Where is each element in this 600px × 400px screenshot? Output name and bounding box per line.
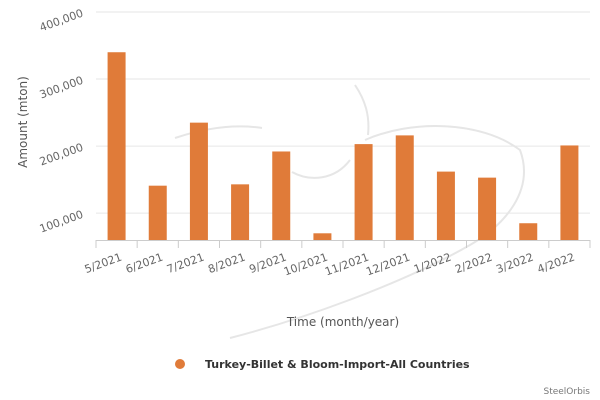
bar[interactable] <box>478 177 497 240</box>
x-tick-label: 6/2021 <box>124 251 165 276</box>
bar[interactable] <box>560 145 579 240</box>
x-tick-label: 10/2021 <box>282 251 329 279</box>
bar[interactable] <box>436 171 455 240</box>
y-axis-title: Amount (mton) <box>16 76 30 168</box>
x-axis-title: Time (month/year) <box>286 315 399 329</box>
legend[interactable]: Turkey-Billet & Bloom-Import-All Countri… <box>175 358 470 371</box>
legend-swatch-icon <box>175 359 185 369</box>
bar[interactable] <box>148 185 167 240</box>
y-tick-label: 300,000 <box>38 74 85 102</box>
x-tick-label: 12/2021 <box>364 251 411 279</box>
bar[interactable] <box>313 233 332 240</box>
bar[interactable] <box>272 151 291 240</box>
x-tick-label: 7/2021 <box>165 251 206 276</box>
gridlines <box>96 11 590 214</box>
bar[interactable] <box>395 135 414 240</box>
bar-series <box>107 52 579 241</box>
legend-label: Turkey-Billet & Bloom-Import-All Countri… <box>205 358 470 371</box>
bar[interactable] <box>189 122 208 240</box>
x-axis-tick-labels: 5/2021 6/2021 7/2021 8/2021 9/202110/202111/… <box>83 251 577 279</box>
x-tick-label: 11/2021 <box>323 251 370 279</box>
y-tick-label: 200,000 <box>38 141 85 169</box>
bar[interactable] <box>231 184 250 240</box>
credit-label[interactable]: SteelOrbis <box>543 387 590 397</box>
x-tick-label: 9/2021 <box>247 251 288 276</box>
bar[interactable] <box>354 144 373 240</box>
x-tick-label: 3/2022 <box>494 251 535 276</box>
axes <box>95 240 591 248</box>
y-tick-label: 100,000 <box>38 208 85 236</box>
x-tick-label: 2/2022 <box>453 251 494 276</box>
watermark-swoosh <box>174 84 525 339</box>
x-tick-label: 8/2021 <box>206 251 247 276</box>
bar[interactable] <box>519 223 538 240</box>
x-tick-label: 5/2021 <box>83 251 124 276</box>
x-tick-label: 1/2022 <box>412 251 453 276</box>
y-tick-label: 400,000 <box>38 7 85 35</box>
y-axis-tick-labels: 100,000 200,000 300,000 400,000 <box>38 7 85 236</box>
bar[interactable] <box>107 52 126 241</box>
x-tick-label: 4/2022 <box>536 251 577 276</box>
